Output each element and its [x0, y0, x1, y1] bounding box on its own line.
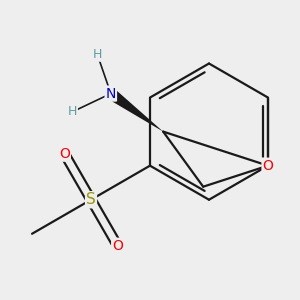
Text: S: S	[86, 192, 96, 207]
Polygon shape	[107, 88, 163, 132]
Text: H: H	[93, 48, 102, 61]
Text: O: O	[59, 147, 70, 161]
Text: O: O	[112, 239, 123, 253]
Text: O: O	[262, 159, 273, 173]
Text: H: H	[68, 105, 77, 119]
Text: N: N	[106, 87, 116, 100]
